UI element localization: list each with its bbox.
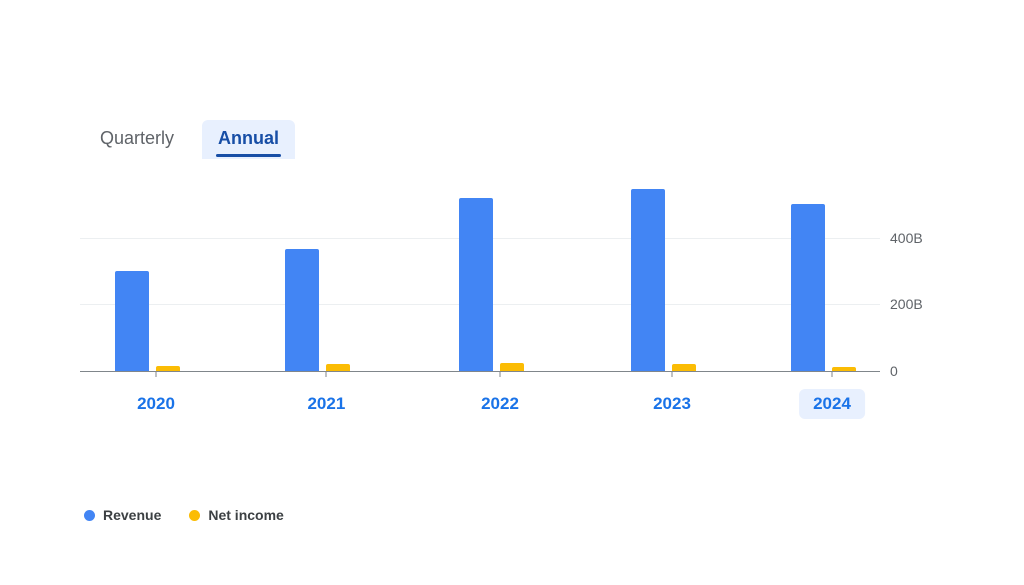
bar-net_income[interactable] bbox=[156, 366, 180, 371]
period-tabs: Quarterly Annual bbox=[84, 120, 960, 159]
legend-item-revenue: Revenue bbox=[84, 507, 161, 523]
x-tick-mark bbox=[156, 371, 157, 377]
x-tick-mark bbox=[832, 371, 833, 377]
tab-quarterly[interactable]: Quarterly bbox=[84, 120, 190, 159]
bar-revenue[interactable] bbox=[115, 271, 149, 371]
x-tick-mark bbox=[326, 371, 327, 377]
x-axis-label[interactable]: 2022 bbox=[467, 389, 533, 419]
bar-revenue[interactable] bbox=[459, 198, 493, 371]
x-axis-label[interactable]: 2020 bbox=[123, 389, 189, 419]
bar-revenue[interactable] bbox=[285, 249, 319, 371]
legend-swatch-revenue bbox=[84, 510, 95, 521]
x-tick-mark bbox=[500, 371, 501, 377]
legend-swatch-net-income bbox=[189, 510, 200, 521]
y-tick-label: 200B bbox=[890, 296, 923, 312]
bar-net_income[interactable] bbox=[326, 364, 350, 371]
bar-net_income[interactable] bbox=[500, 363, 524, 371]
bar-revenue[interactable] bbox=[631, 189, 665, 371]
legend-label-net-income: Net income bbox=[208, 507, 283, 523]
bar-revenue[interactable] bbox=[791, 204, 825, 371]
x-axis-line bbox=[80, 371, 880, 372]
y-tick-label: 0 bbox=[890, 363, 898, 379]
x-axis-labels: 2020 2021 2022 2023 2024 bbox=[80, 389, 880, 425]
plot-area bbox=[80, 171, 880, 371]
x-axis-label[interactable]: 2023 bbox=[639, 389, 705, 419]
x-axis-label[interactable]: 2021 bbox=[293, 389, 359, 419]
x-tick-mark bbox=[672, 371, 673, 377]
bar-net_income[interactable] bbox=[672, 364, 696, 371]
legend: Revenue Net income bbox=[84, 507, 960, 523]
legend-label-revenue: Revenue bbox=[103, 507, 161, 523]
legend-item-net-income: Net income bbox=[189, 507, 283, 523]
tab-annual[interactable]: Annual bbox=[202, 120, 295, 159]
x-axis-label[interactable]: 2024 bbox=[799, 389, 865, 419]
bar-net_income[interactable] bbox=[832, 367, 856, 371]
y-axis: 0200B400B bbox=[890, 171, 960, 371]
financials-chart-panel: Quarterly Annual 0200B400B 2020202120222… bbox=[80, 120, 960, 523]
y-tick-label: 400B bbox=[890, 230, 923, 246]
bar-chart: 0 200B 400B 2020 2021 2022 2023 2024 bbox=[80, 171, 960, 431]
